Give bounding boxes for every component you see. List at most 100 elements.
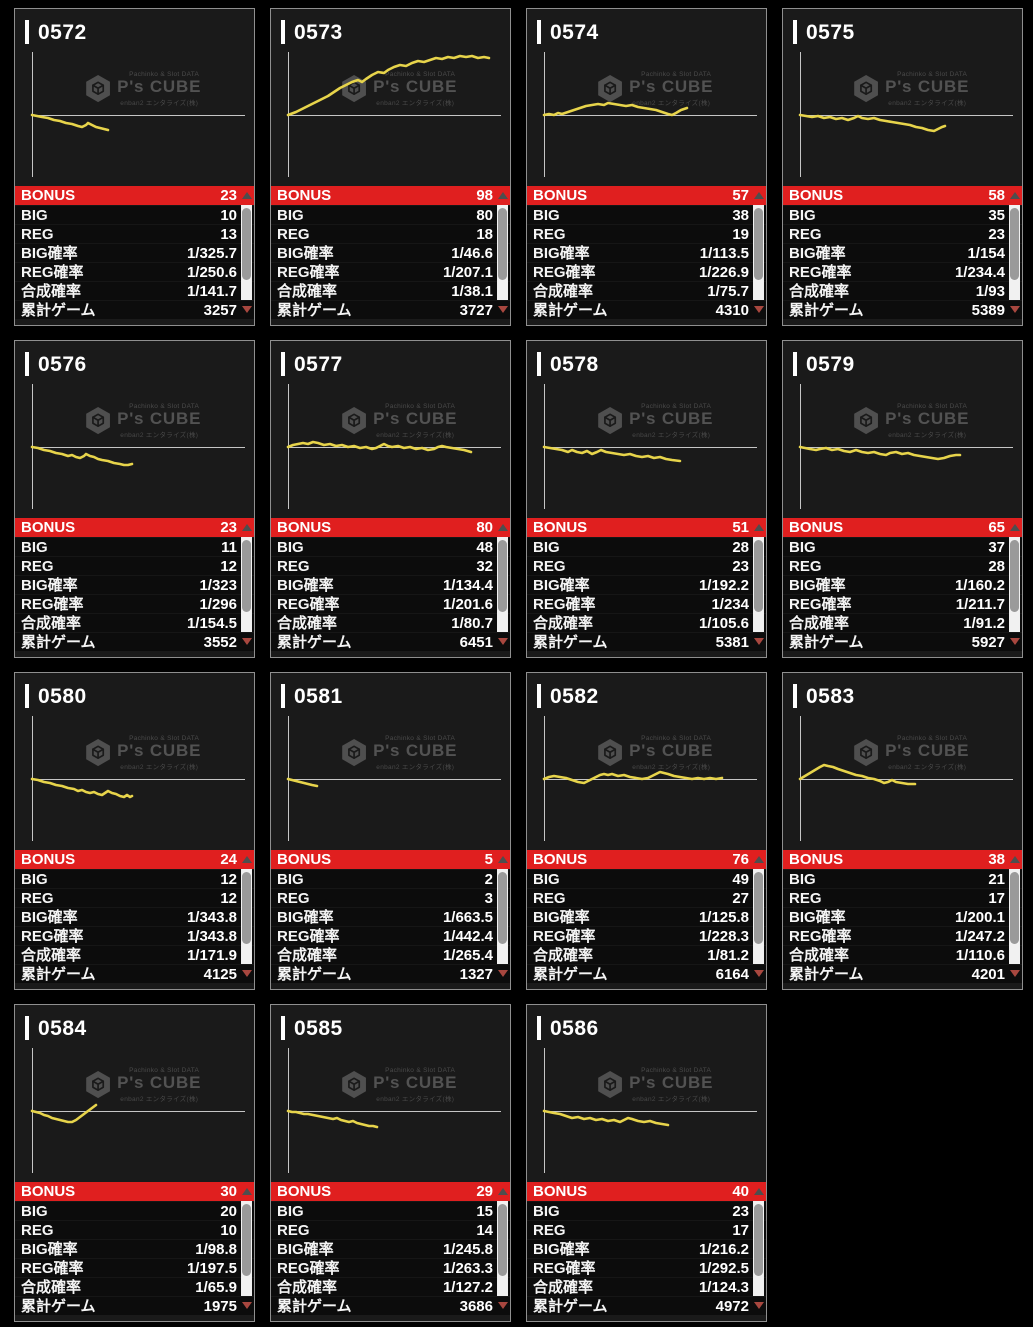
scrollbar-thumb[interactable] <box>1010 540 1019 612</box>
scroll-up-button[interactable] <box>240 518 253 537</box>
table-scrollbar[interactable] <box>752 850 765 983</box>
machine-card[interactable]: 0573 Pachinko & Slot DATA P's CUBE enban… <box>270 8 511 326</box>
scroll-up-button[interactable] <box>752 850 765 869</box>
scroll-up-button[interactable] <box>496 518 509 537</box>
machine-card[interactable]: 0577 Pachinko & Slot DATA P's CUBE enban… <box>270 340 511 658</box>
scrollbar-thumb[interactable] <box>242 872 251 944</box>
scroll-up-button[interactable] <box>752 1182 765 1201</box>
machine-card[interactable]: 0581 Pachinko & Slot DATA P's CUBE enban… <box>270 672 511 990</box>
machine-card[interactable]: 0585 Pachinko & Slot DATA P's CUBE enban… <box>270 1004 511 1322</box>
scrollbar-track[interactable] <box>753 869 764 964</box>
scroll-down-button[interactable] <box>240 300 253 319</box>
scroll-up-button[interactable] <box>496 1182 509 1201</box>
table-scrollbar[interactable] <box>496 850 509 983</box>
scroll-up-button[interactable] <box>1008 518 1021 537</box>
table-scrollbar[interactable] <box>1008 850 1021 983</box>
machine-card[interactable]: 0580 Pachinko & Slot DATA P's CUBE enban… <box>14 672 255 990</box>
scroll-down-button[interactable] <box>496 1296 509 1315</box>
scroll-down-button[interactable] <box>240 964 253 983</box>
scroll-up-button[interactable] <box>752 518 765 537</box>
scroll-down-button[interactable] <box>496 300 509 319</box>
machine-card[interactable]: 0582 Pachinko & Slot DATA P's CUBE enban… <box>526 672 767 990</box>
scroll-up-button[interactable] <box>240 186 253 205</box>
reg-value: 19 <box>732 225 749 243</box>
scrollbar-track[interactable] <box>1009 537 1020 632</box>
scrollbar-thumb[interactable] <box>1010 208 1019 280</box>
scroll-down-button[interactable] <box>240 632 253 651</box>
table-scrollbar[interactable] <box>496 1182 509 1315</box>
machine-card[interactable]: 0584 Pachinko & Slot DATA P's CUBE enban… <box>14 1004 255 1322</box>
scrollbar-thumb[interactable] <box>1010 872 1019 944</box>
scroll-down-button[interactable] <box>496 632 509 651</box>
table-scrollbar[interactable] <box>752 1182 765 1315</box>
scroll-down-button[interactable] <box>752 632 765 651</box>
scroll-down-button[interactable] <box>1008 632 1021 651</box>
table-scrollbar[interactable] <box>240 850 253 983</box>
scrollbar-thumb[interactable] <box>242 540 251 612</box>
scrollbar-thumb[interactable] <box>498 872 507 944</box>
machine-card[interactable]: 0575 Pachinko & Slot DATA P's CUBE enban… <box>782 8 1023 326</box>
scroll-up-button[interactable] <box>496 850 509 869</box>
machine-card[interactable]: 0572 Pachinko & Slot DATA P's CUBE enban… <box>14 8 255 326</box>
table-scrollbar[interactable] <box>752 518 765 651</box>
slump-graph: Pachinko & Slot DATA P's CUBE enban2 エンタ… <box>271 1039 510 1184</box>
table-scrollbar[interactable] <box>496 186 509 319</box>
table-scrollbar[interactable] <box>1008 186 1021 319</box>
scroll-down-button[interactable] <box>496 964 509 983</box>
scroll-up-button[interactable] <box>496 186 509 205</box>
table-scrollbar[interactable] <box>240 518 253 651</box>
scrollbar-track[interactable] <box>497 537 508 632</box>
scrollbar-thumb[interactable] <box>242 208 251 280</box>
scrollbar-track[interactable] <box>753 1201 764 1296</box>
scrollbar-thumb[interactable] <box>498 540 507 612</box>
scroll-up-button[interactable] <box>240 1182 253 1201</box>
scroll-up-button[interactable] <box>752 186 765 205</box>
scrollbar-track[interactable] <box>1009 869 1020 964</box>
scrollbar-track[interactable] <box>241 869 252 964</box>
scrollbar-thumb[interactable] <box>242 1204 251 1276</box>
machine-card[interactable]: 0579 Pachinko & Slot DATA P's CUBE enban… <box>782 340 1023 658</box>
machine-card[interactable]: 0578 Pachinko & Slot DATA P's CUBE enban… <box>526 340 767 658</box>
machine-card[interactable]: 0576 Pachinko & Slot DATA P's CUBE enban… <box>14 340 255 658</box>
scroll-up-button[interactable] <box>240 850 253 869</box>
table-scrollbar[interactable] <box>240 186 253 319</box>
scrollbar-track[interactable] <box>497 869 508 964</box>
row-label-combined-rate: 合成確率 <box>277 614 338 632</box>
scrollbar-thumb[interactable] <box>498 1204 507 1276</box>
machine-card[interactable]: 0574 Pachinko & Slot DATA P's CUBE enban… <box>526 8 767 326</box>
scroll-down-button[interactable] <box>752 300 765 319</box>
table-scrollbar[interactable] <box>240 1182 253 1315</box>
scrollbar-thumb[interactable] <box>754 1204 763 1276</box>
table-scrollbar[interactable] <box>1008 518 1021 651</box>
total-games-value: 3686 <box>459 1297 493 1315</box>
table-scrollbar[interactable] <box>496 518 509 651</box>
scroll-down-button[interactable] <box>1008 964 1021 983</box>
scrollbar-track[interactable] <box>497 205 508 300</box>
scroll-down-button[interactable] <box>752 964 765 983</box>
scroll-down-button[interactable] <box>240 1296 253 1315</box>
reg-value: 13 <box>220 225 237 243</box>
scrollbar-track[interactable] <box>497 1201 508 1296</box>
scrollbar-track[interactable] <box>241 205 252 300</box>
scroll-down-button[interactable] <box>752 1296 765 1315</box>
scrollbar-thumb[interactable] <box>754 540 763 612</box>
scroll-down-button[interactable] <box>1008 300 1021 319</box>
table-row-combined-rate: 合成確率 1/81.2 <box>527 945 766 964</box>
machine-card[interactable]: 0583 Pachinko & Slot DATA P's CUBE enban… <box>782 672 1023 990</box>
scrollbar-thumb[interactable] <box>498 208 507 280</box>
table-scrollbar[interactable] <box>752 186 765 319</box>
scrollbar-track[interactable] <box>241 1201 252 1296</box>
chart-baseline <box>32 779 245 780</box>
machine-card[interactable]: 0586 Pachinko & Slot DATA P's CUBE enban… <box>526 1004 767 1322</box>
scroll-up-button[interactable] <box>1008 850 1021 869</box>
scrollbar-thumb[interactable] <box>754 208 763 280</box>
scrollbar-track[interactable] <box>753 537 764 632</box>
row-label-bonus: BONUS <box>789 187 844 204</box>
scrollbar-track[interactable] <box>241 537 252 632</box>
scrollbar-thumb[interactable] <box>754 872 763 944</box>
scrollbar-track[interactable] <box>1009 205 1020 300</box>
scroll-up-button[interactable] <box>1008 186 1021 205</box>
scrollbar-track[interactable] <box>753 205 764 300</box>
machine-number: 0573 <box>294 20 343 44</box>
